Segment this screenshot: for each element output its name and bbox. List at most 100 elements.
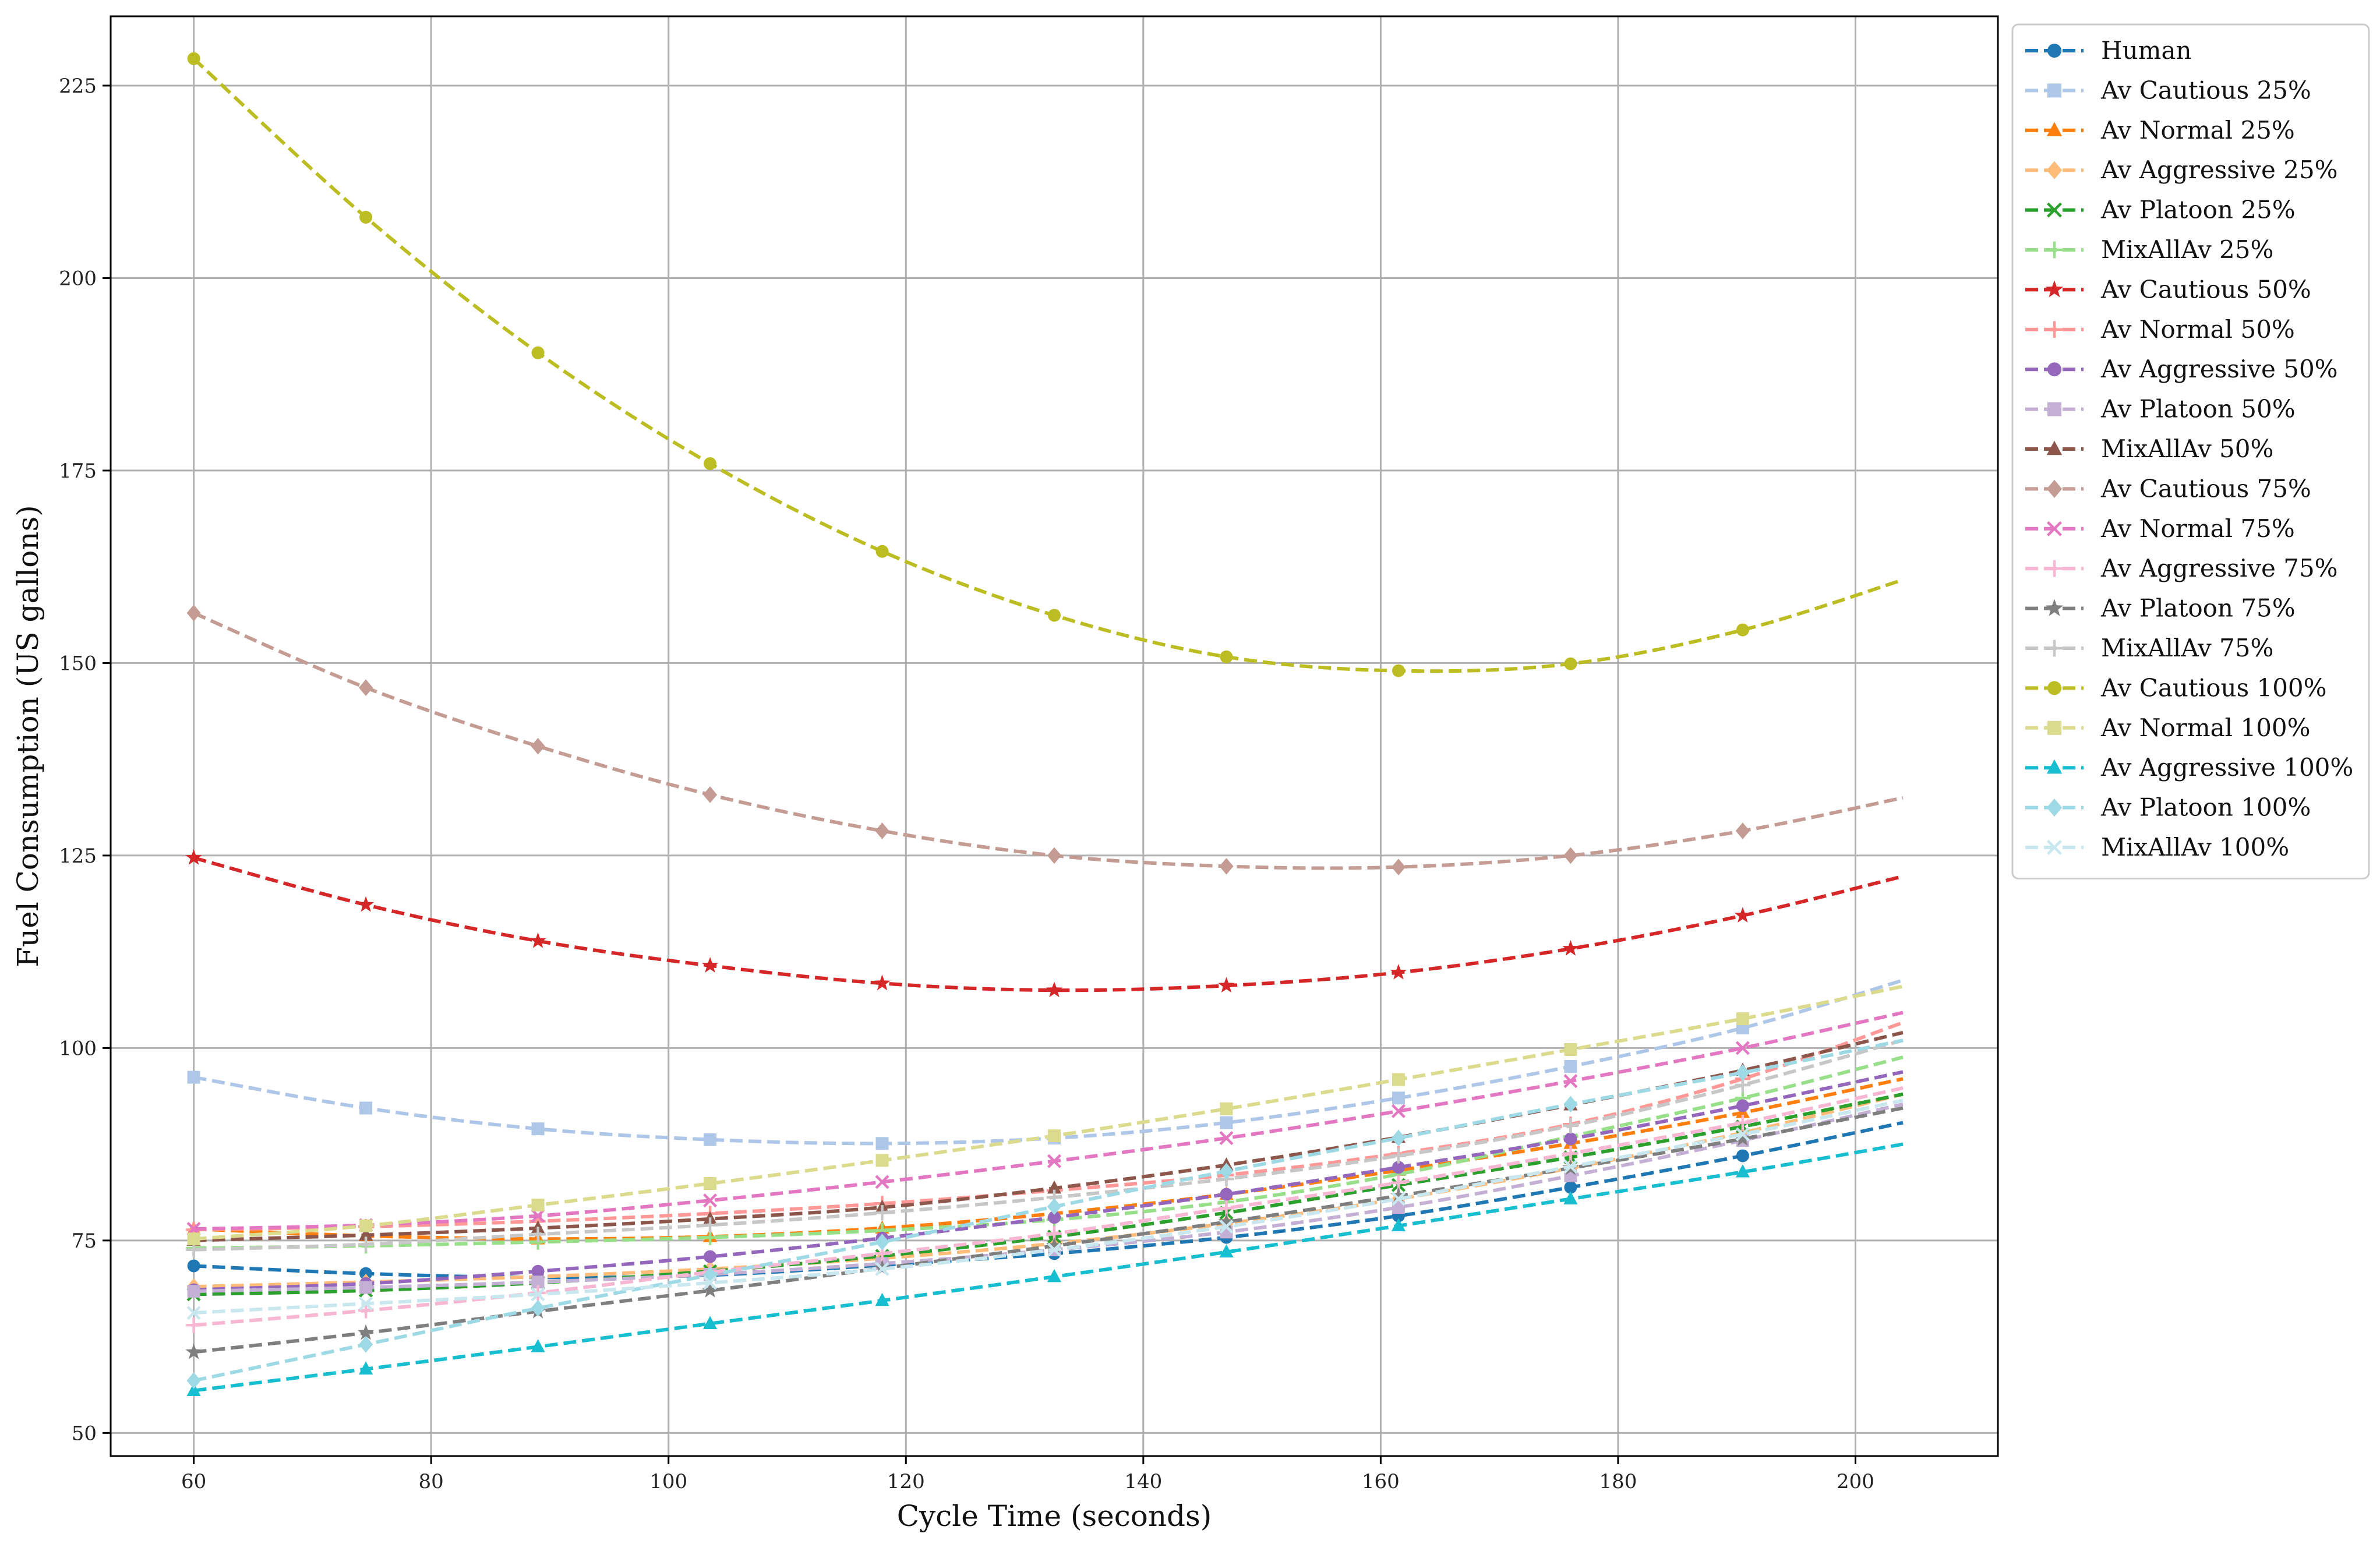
x-tick-label: 120 — [887, 1470, 925, 1493]
legend-marker — [2046, 799, 2063, 817]
data-point — [1735, 1041, 1750, 1055]
data-point — [1735, 1127, 1750, 1142]
legend-entry: Av Cautious 50% — [2025, 275, 2311, 303]
data-point — [187, 1232, 200, 1246]
legend-label: Av Aggressive 25% — [2100, 156, 2338, 184]
data-point — [531, 1209, 545, 1223]
legend-marker — [2047, 202, 2062, 218]
data-point — [1220, 1188, 1233, 1201]
legend-entry: Av Cautious 25% — [2025, 76, 2311, 104]
legend-entry: MixAllAv 50% — [2025, 434, 2273, 463]
series-17 — [187, 984, 1904, 1246]
data-point — [875, 822, 889, 839]
legend-marker — [2046, 122, 2063, 136]
data-point — [1220, 1116, 1233, 1129]
data-point — [186, 1372, 201, 1389]
data-point — [186, 1306, 201, 1320]
data-point — [1563, 1146, 1579, 1161]
data-point — [702, 786, 718, 803]
data-point — [702, 1217, 718, 1233]
data-point — [359, 1219, 373, 1232]
series-group — [185, 52, 1904, 1396]
plot-frame — [110, 15, 1999, 1457]
data-point — [358, 1324, 375, 1340]
data-point — [1390, 964, 1407, 980]
data-point — [1047, 1180, 1062, 1194]
legend-label: Av Normal 75% — [2100, 514, 2295, 543]
legend-label: MixAllAv 100% — [2101, 833, 2289, 861]
legend-label: Av Cautious 25% — [2100, 76, 2311, 104]
legend-box — [2011, 23, 2370, 879]
data-point — [704, 1133, 717, 1146]
data-point — [1047, 1242, 1062, 1257]
data-point — [875, 1234, 889, 1250]
data-point — [359, 1336, 373, 1353]
data-point — [186, 605, 201, 621]
data-point — [1392, 1201, 1405, 1214]
data-point — [1736, 1012, 1749, 1026]
data-point — [529, 932, 546, 948]
series-15 — [186, 1038, 1904, 1257]
data-point — [1048, 1129, 1061, 1143]
legend-label: Av Normal 100% — [2100, 713, 2311, 742]
data-point — [875, 545, 889, 558]
x-tick-label: 200 — [1837, 1470, 1874, 1493]
legend-label: Av Aggressive 100% — [2100, 753, 2353, 782]
data-point — [531, 1276, 545, 1289]
data-point — [1390, 1187, 1407, 1203]
data-point — [875, 1137, 889, 1150]
data-point — [874, 974, 891, 991]
legend-marker — [2045, 599, 2064, 616]
series-16 — [187, 52, 1904, 677]
data-point — [531, 1122, 545, 1136]
legend: Human Av Cautious 25% Av Normal 25% Av Aggr… — [2011, 23, 2370, 879]
data-point — [531, 1339, 545, 1352]
data-point — [1391, 1218, 1406, 1232]
legend-entry: MixAllAv 75% — [2025, 634, 2273, 662]
data-point — [187, 1259, 200, 1273]
data-point — [1564, 1181, 1577, 1194]
legend-entry: Human — [2025, 36, 2192, 65]
data-point — [1392, 1073, 1405, 1086]
data-point — [1390, 1148, 1407, 1164]
legend-marker — [2047, 521, 2062, 536]
data-point — [1047, 1154, 1062, 1168]
data-point — [1734, 1130, 1751, 1146]
data-point — [703, 1193, 718, 1208]
legend-marker — [2046, 479, 2063, 498]
data-point — [1391, 1104, 1406, 1118]
data-point — [1391, 1192, 1406, 1206]
data-point — [1047, 1269, 1062, 1282]
x-tick-label: 60 — [181, 1470, 206, 1493]
legend-marker — [2047, 362, 2061, 377]
legend-entry: Av Platoon 25% — [2025, 196, 2296, 224]
legend-entry: Av Normal 100% — [2025, 713, 2311, 742]
legend-label: Av Aggressive 75% — [2100, 554, 2338, 582]
data-point — [1219, 858, 1234, 875]
data-point — [1563, 847, 1578, 864]
legend-marker — [2046, 241, 2063, 259]
data-point — [874, 1205, 890, 1221]
legend-marker — [2046, 560, 2063, 577]
data-point — [1392, 1091, 1405, 1105]
data-point — [359, 1281, 373, 1294]
legend-label: Av Aggressive 50% — [2100, 355, 2338, 383]
data-point — [187, 1070, 200, 1084]
legend-entry: Av Platoon 50% — [2025, 395, 2296, 423]
data-point — [1735, 1115, 1751, 1130]
legend-label: Av Normal 50% — [2100, 315, 2295, 344]
legend-marker — [2047, 720, 2061, 735]
data-point — [1563, 1191, 1578, 1204]
data-point — [359, 211, 373, 224]
legend-entry: Av Aggressive 25% — [2025, 156, 2338, 184]
data-point — [358, 896, 375, 912]
data-point — [359, 1101, 373, 1115]
y-tick-label: 150 — [59, 652, 97, 675]
data-point — [1736, 623, 1749, 637]
data-point — [185, 1343, 202, 1359]
legend-marker — [2047, 44, 2061, 58]
data-point — [1218, 977, 1235, 993]
legend-label: Av Cautious 75% — [2100, 474, 2311, 503]
data-point — [531, 737, 545, 755]
legend-entry: Av Platoon 100% — [2025, 793, 2311, 822]
